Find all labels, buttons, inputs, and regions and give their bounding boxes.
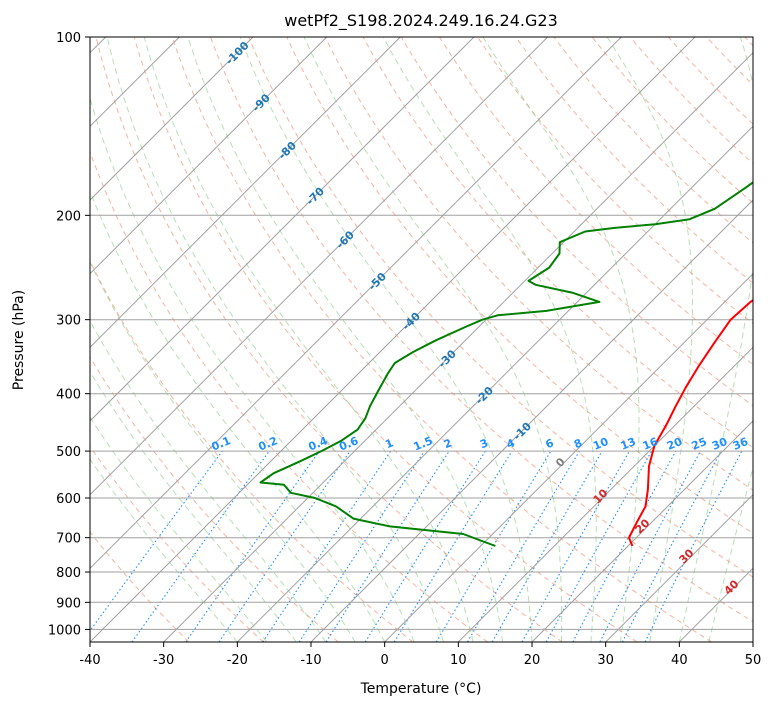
mixing-ratio-line: [298, 450, 425, 642]
y-axis: 100 200 300 400 500 600 700 800 900 1000: [48, 31, 90, 638]
chart-title: wetPf2_S198.2024.249.16.24.G23: [284, 11, 558, 31]
moist-adiabat: [482, 37, 640, 642]
moist-adiabat: [90, 458, 238, 642]
x-tick-label: -10: [300, 653, 321, 668]
y-tick-label: 700: [56, 532, 81, 547]
x-tick-label: 0: [381, 653, 389, 668]
mixing-ratio-label: 25: [690, 435, 709, 453]
dry-adiabat: [133, 37, 638, 642]
moist-adiabat: [90, 370, 297, 642]
dry-adiabat: [324, 37, 753, 491]
mixing-ratio-line: [393, 450, 513, 642]
mixing-ratio-line: [325, 450, 450, 642]
moist-adiabat: [143, 37, 474, 642]
y-tick-label: 300: [56, 314, 81, 329]
isotherm-line: [457, 346, 753, 642]
moist-adiabat: [382, 37, 597, 642]
y-tick-label: 200: [56, 209, 81, 224]
isotherm-line: [310, 199, 753, 642]
dry-adiabat: [248, 37, 753, 578]
moist-adiabat: [239, 37, 533, 642]
y-tick-label: 900: [56, 596, 81, 611]
isotherm-line: [90, 37, 622, 570]
moist-adiabat: [90, 260, 356, 642]
mixing-ratio-line: [521, 450, 630, 642]
x-tick-label: -30: [153, 653, 174, 668]
moist-adiabat: [678, 37, 753, 642]
moist-adiabat: [606, 37, 693, 642]
mixing-ratio-label: 36: [731, 435, 750, 453]
isotherm-line: [90, 37, 328, 275]
y-tick-label: 500: [56, 445, 81, 460]
y-tick-label: 1000: [48, 623, 81, 638]
dry-adiabat: [286, 37, 753, 534]
mixing-ratio-line: [90, 450, 223, 632]
x-axis-title: Temperature (°C): [360, 681, 482, 697]
moist-adiabat: [708, 465, 753, 642]
moist-adiabat: [106, 37, 445, 642]
dry-adiabat: [90, 531, 190, 642]
moist-adiabat: [303, 37, 563, 642]
moist-adiabat: [90, 319, 327, 642]
isotherm-line: [90, 37, 254, 201]
mixing-ratio-label: 8: [572, 436, 584, 451]
isotherm-line: [90, 37, 475, 422]
dry-adiabat: [90, 259, 414, 642]
dry-adiabat: [95, 37, 563, 642]
dry-adiabat: [90, 356, 339, 642]
dry-adiabat: [438, 37, 753, 365]
profile-lines: [259, 181, 753, 547]
background-lines: [90, 37, 753, 642]
mixing-ratio-line: [185, 450, 320, 642]
moist-adiabat: [90, 416, 268, 642]
mixing-ratio-label: 30: [710, 435, 729, 453]
moist-adiabat: [90, 189, 386, 642]
mixing-ratio-label: 20: [665, 435, 684, 453]
x-tick-label: 10: [450, 653, 467, 668]
moist-adiabat: [187, 37, 503, 642]
isotherm-line: [90, 37, 696, 642]
temperature-profile: [628, 299, 753, 547]
x-tick-label: -20: [227, 653, 248, 668]
mixing-ratio-label: 10: [591, 435, 610, 453]
isotherm-line: [90, 37, 549, 496]
isotherm-line: [531, 420, 753, 642]
isotherm-line: [384, 272, 753, 642]
plot-frame: [89, 36, 754, 643]
isotherm-line: [90, 37, 401, 349]
isotherm-line: [236, 125, 753, 642]
y-axis-title: Pressure (hPa): [11, 290, 27, 390]
isotherm-line: [605, 493, 753, 642]
mixing-ratio-label: 1: [383, 436, 395, 451]
grid-lines: [90, 37, 753, 642]
dry-adiabat: [210, 37, 753, 623]
mixing-ratio-line: [218, 450, 351, 642]
x-tick-label: 20: [524, 653, 541, 668]
x-tick-label: 50: [745, 653, 762, 668]
mixing-ratio-label: 3: [478, 436, 490, 451]
dewpoint-profile: [259, 181, 753, 547]
mixing-ratio-line: [131, 450, 270, 642]
mixing-ratio-label: 13: [619, 435, 638, 453]
x-tick-label: 40: [671, 653, 688, 668]
mixing-ratio-line: [644, 450, 743, 642]
x-tick-label: 30: [597, 653, 614, 668]
x-axis: -40 -30 -20 -10 0 10 20 30 40 50: [79, 642, 761, 668]
mixing-ratio-label: 2: [442, 436, 454, 451]
y-tick-label: 400: [56, 388, 81, 403]
x-tick-label: -40: [79, 653, 100, 668]
mixing-ratio-line: [572, 450, 677, 642]
dry-adiabat: [400, 37, 753, 407]
mixing-ratio-line: [545, 450, 653, 642]
mixing-ratio-label: 16: [641, 435, 660, 453]
mixing-ratio-line: [262, 450, 392, 642]
y-tick-label: 100: [56, 31, 81, 46]
y-tick-label: 800: [56, 566, 81, 581]
y-tick-label: 600: [56, 492, 81, 507]
isotherm-line: [163, 51, 753, 642]
